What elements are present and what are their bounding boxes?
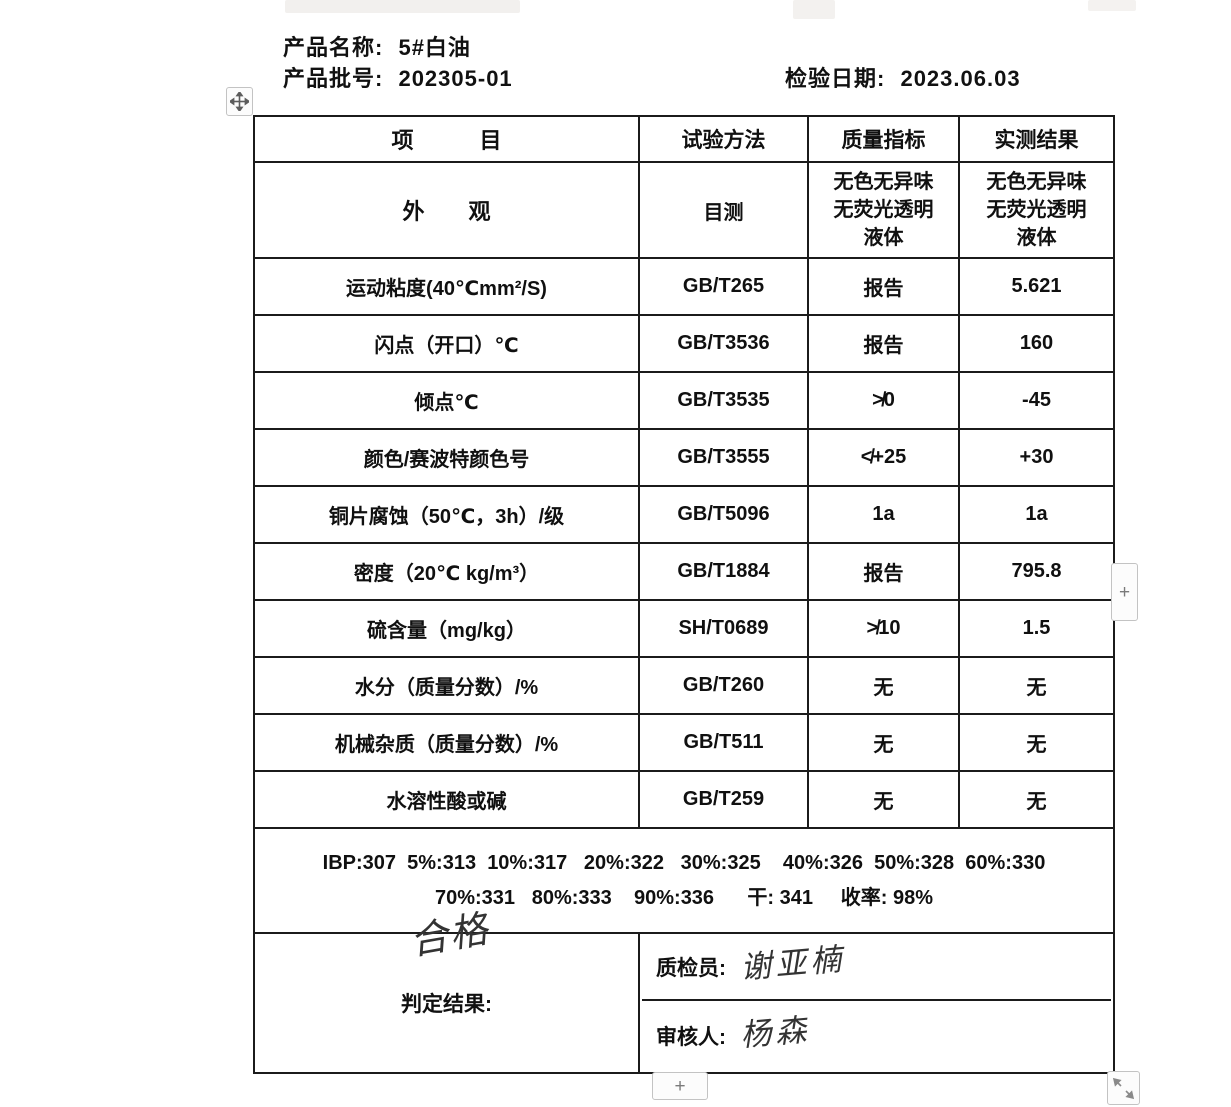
insert-row-button[interactable]: +: [652, 1072, 708, 1100]
item-cell: 铜片腐蚀（50℃，3h）/级: [253, 485, 640, 544]
insert-column-button[interactable]: +: [1111, 563, 1138, 621]
method-cell: GB/T1884: [638, 542, 809, 601]
inspector-row: 质检员: 谢亚楠: [642, 935, 1111, 1001]
verdict-label: 判定结果:: [401, 993, 492, 1016]
table-row: 颜色/赛波特颜色号 GB/T3555 ≮+25 +30: [253, 428, 1115, 487]
result-cell: -45: [958, 371, 1115, 430]
verdict-cell: 判定结果: 合格: [253, 908, 640, 1074]
item-cell: 水分（质量分数）/%: [253, 656, 640, 715]
inspection-date-value: 2023.06.03: [900, 66, 1021, 91]
item-cell: 运动粘度(40℃mm²/S): [253, 257, 640, 316]
spec-cell: 报告: [807, 257, 960, 316]
method-cell: GB/T260: [638, 656, 809, 715]
result-cell: 1a: [958, 485, 1115, 544]
distillation-row: IBP:307 5%:313 10%:317 20%:322 30%:325 4…: [253, 827, 1115, 934]
table-header-row: 项 目 试验方法 质量指标 实测结果: [253, 115, 1115, 163]
batch-value: 202305-01: [398, 66, 513, 91]
method-cell: GB/T511: [638, 713, 809, 772]
method-cell: GB/T3536: [638, 314, 809, 373]
product-name-line: 产品名称: 5#白油: [283, 30, 471, 62]
table-move-handle[interactable]: [226, 87, 253, 116]
product-name-value: 5#白油: [398, 35, 471, 60]
item-cell: 密度（20℃ kg/m³）: [253, 542, 640, 601]
batch-line: 产品批号: 202305-01: [283, 61, 513, 93]
item-cell: 倾点℃: [253, 371, 640, 430]
diagonal-resize-icon: [1111, 1076, 1136, 1101]
spec-cell: 无: [807, 770, 960, 829]
table-row: 闪点（开口）℃ GB/T3536 报告 160: [253, 314, 1115, 373]
item-cell: 颜色/赛波特颜色号: [253, 428, 640, 487]
distillation-line-2: 70%:331 80%:333 90%:336 干: 341 收率: 98%: [434, 886, 934, 909]
method-cell: 目测: [638, 161, 809, 259]
result-cell: 无: [958, 713, 1115, 772]
method-cell: GB/T5096: [638, 485, 809, 544]
item-cell: 机械杂质（质量分数）/%: [253, 713, 640, 772]
inspection-date-label: 检验日期:: [785, 66, 886, 91]
inspection-report-table: 项 目 试验方法 质量指标 实测结果 外 观 目测 无色无异味 无荧光透明 液体…: [253, 115, 1115, 1074]
item-cell: 外 观: [253, 161, 640, 259]
signature-row: 判定结果: 合格 质检员: 谢亚楠 审核人: 杨森: [253, 908, 1115, 1074]
item-cell: 水溶性酸或碱: [253, 770, 640, 829]
plus-icon: +: [1118, 581, 1131, 603]
reviewer-label: 审核人:: [656, 1026, 726, 1049]
product-name-label: 产品名称:: [283, 35, 384, 60]
inspector-label: 质检员:: [656, 957, 726, 980]
header-item: 项 目: [253, 115, 640, 163]
table-row: 硫含量（mg/kg） SH/T0689 ≯10 1.5: [253, 599, 1115, 658]
table-row: 机械杂质（质量分数）/% GB/T511 无 无: [253, 713, 1115, 772]
result-cell: 795.8: [958, 542, 1115, 601]
result-cell: 无色无异味 无荧光透明 液体: [958, 161, 1115, 259]
inspector-signature: 谢亚楠: [738, 940, 847, 985]
move-cross-icon: [230, 92, 249, 111]
method-cell: GB/T3535: [638, 371, 809, 430]
result-cell: 5.621: [958, 257, 1115, 316]
table-row: 运动粘度(40℃mm²/S) GB/T265 报告 5.621: [253, 257, 1115, 316]
result-cell: 无: [958, 656, 1115, 715]
result-cell: 1.5: [958, 599, 1115, 658]
header-spec: 质量指标: [807, 115, 960, 163]
method-cell: GB/T259: [638, 770, 809, 829]
item-cell: 闪点（开口）℃: [253, 314, 640, 373]
spec-cell: ≮+25: [807, 428, 960, 487]
spec-cell: ≯0: [807, 371, 960, 430]
method-cell: GB/T3555: [638, 428, 809, 487]
spec-cell: 1a: [807, 485, 960, 544]
spec-cell: 无色无异味 无荧光透明 液体: [807, 161, 960, 259]
spec-cell: 无: [807, 656, 960, 715]
spec-cell: 报告: [807, 314, 960, 373]
reviewer-signature: 杨森: [738, 1011, 812, 1053]
result-cell: 无: [958, 770, 1115, 829]
header-method: 试验方法: [638, 115, 809, 163]
spec-cell: ≯10: [807, 599, 960, 658]
spec-cell: 无: [807, 713, 960, 772]
method-cell: GB/T265: [638, 257, 809, 316]
scan-artifact: [1088, 0, 1136, 11]
table-row: 水溶性酸或碱 GB/T259 无 无: [253, 770, 1115, 829]
distillation-line-1: IBP:307 5%:313 10%:317 20%:322 30%:325 4…: [322, 851, 1046, 874]
table-resize-handle[interactable]: [1107, 1071, 1140, 1105]
table-row: 铜片腐蚀（50℃，3h）/级 GB/T5096 1a 1a: [253, 485, 1115, 544]
reviewer-row: 审核人: 杨森: [642, 1001, 1111, 1071]
header-result: 实测结果: [958, 115, 1115, 163]
distillation-cell: IBP:307 5%:313 10%:317 20%:322 30%:325 4…: [253, 827, 1115, 934]
table-row: 密度（20℃ kg/m³） GB/T1884 报告 795.8: [253, 542, 1115, 601]
item-cell: 硫含量（mg/kg）: [253, 599, 640, 658]
inspection-date-line: 检验日期: 2023.06.03: [785, 61, 1021, 93]
batch-label: 产品批号:: [283, 66, 384, 91]
table-row: 外 观 目测 无色无异味 无荧光透明 液体 无色无异味 无荧光透明 液体: [253, 161, 1115, 259]
result-cell: +30: [958, 428, 1115, 487]
scan-artifact: [793, 0, 835, 19]
plus-icon: +: [674, 1075, 686, 1097]
spec-cell: 报告: [807, 542, 960, 601]
table-row: 倾点℃ GB/T3535 ≯0 -45: [253, 371, 1115, 430]
result-cell: 160: [958, 314, 1115, 373]
method-cell: SH/T0689: [638, 599, 809, 658]
scan-artifact: [285, 0, 520, 13]
signatures-cell: 质检员: 谢亚楠 审核人: 杨森: [638, 932, 1115, 1074]
table-row: 水分（质量分数）/% GB/T260 无 无: [253, 656, 1115, 715]
